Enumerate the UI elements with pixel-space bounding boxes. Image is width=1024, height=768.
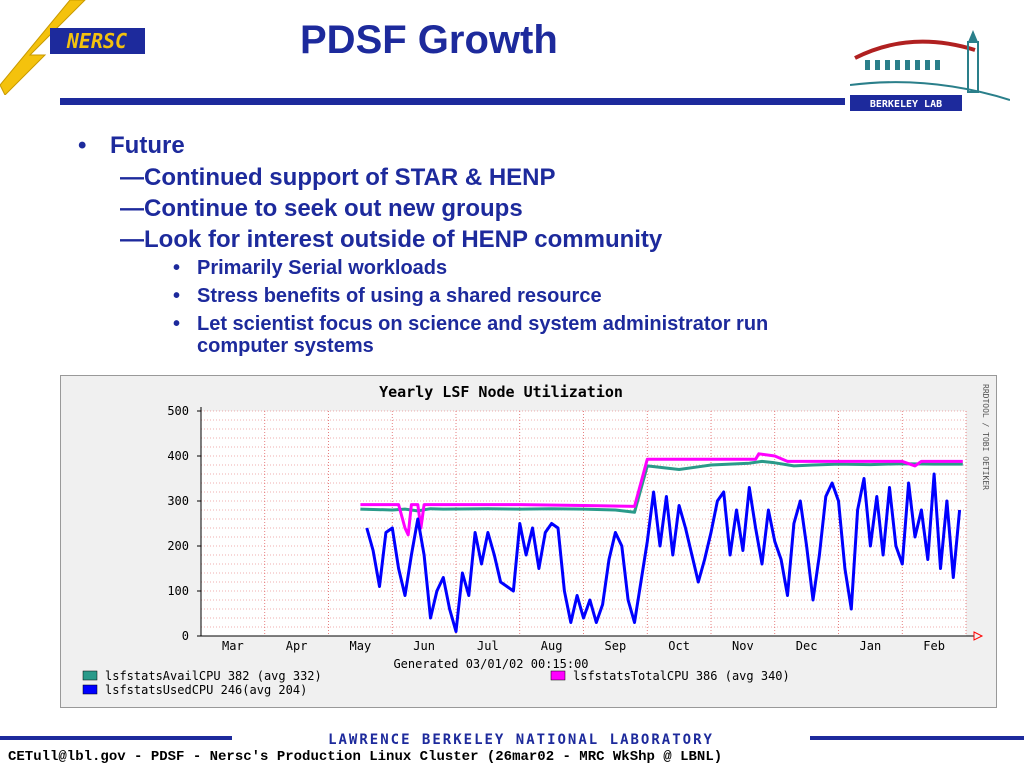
legend-label: lsfstatsTotalCPU 386 (avg 340) bbox=[573, 669, 790, 683]
x-axis: Mar Apr May Jun Jul Aug Sep Oct Nov Dec Jan Feb bbox=[222, 639, 945, 653]
plot-area bbox=[201, 411, 966, 636]
x-tick-label: Feb bbox=[923, 639, 945, 653]
berkeley-lab-logo: BERKELEY LAB bbox=[849, 20, 1011, 112]
rrdtool-credit: RRDTOOL / TOBI OETIKER bbox=[981, 384, 990, 490]
x-tick-label: Sep bbox=[605, 639, 627, 653]
legend: lsfstatsAvailCPU 382 (avg 332) lsfstatsTo… bbox=[82, 669, 790, 697]
series-lines bbox=[360, 452, 963, 633]
sub-bullet: • Stress benefits of using a shared resou… bbox=[173, 285, 602, 307]
y-axis: 0 100 200 300 400 500 bbox=[167, 404, 201, 643]
dash-item: ―Look for interest outside of HENP commu… bbox=[120, 226, 663, 253]
x-tick-label: Aug bbox=[541, 639, 563, 653]
chart-panel: Yearly LSF Node Utilization RRDTOOL / TO… bbox=[60, 375, 997, 708]
bullet-future: • Future bbox=[78, 132, 185, 159]
title-divider bbox=[60, 98, 845, 105]
lsf-utilization-chart: Yearly LSF Node Utilization RRDTOOL / TO… bbox=[82, 383, 990, 697]
sub-bullet: • Let scientist focus on science and syst… bbox=[173, 313, 769, 335]
series-line-lsfstatsTotalCPU bbox=[360, 452, 963, 537]
chart-title: Yearly LSF Node Utilization bbox=[379, 383, 623, 401]
x-tick-label: May bbox=[350, 639, 372, 653]
x-tick-label: Jan bbox=[860, 639, 882, 653]
x-tick-label: Oct bbox=[668, 639, 690, 653]
dash-item-label: Look for interest outside of HENP commun… bbox=[144, 226, 663, 253]
y-tick-label: 400 bbox=[167, 449, 189, 463]
x-axis-arrow bbox=[973, 631, 984, 641]
legend-swatch bbox=[82, 670, 98, 681]
nersc-logo: NERSC bbox=[0, 0, 160, 96]
x-tick-label: Dec bbox=[796, 639, 818, 653]
series-line-lsfstatsUsedCPU bbox=[365, 472, 962, 633]
dash-item: ―Continue to seek out new groups bbox=[120, 195, 523, 222]
legend-label: lsfstatsAvailCPU 382 (avg 332) bbox=[105, 669, 322, 683]
lab-banner-text: LAWRENCE BERKELEY NATIONAL LABORATORY bbox=[328, 732, 714, 746]
y-tick-label: 0 bbox=[182, 629, 189, 643]
x-tick-label: Jun bbox=[413, 639, 435, 653]
y-tick-label: 200 bbox=[167, 539, 189, 553]
footer-text: CETull@lbl.gov - PDSF - Nersc's Producti… bbox=[8, 749, 723, 765]
series-line-lsfstatsAvailCPU bbox=[360, 459, 963, 514]
y-tick-label: 500 bbox=[167, 404, 189, 418]
berkeley-logo-text: BERKELEY LAB bbox=[870, 99, 942, 110]
sub-bullet-label: Let scientist focus on science and syste… bbox=[197, 313, 769, 335]
y-tick-label: 100 bbox=[167, 584, 189, 598]
lab-banner: LAWRENCE BERKELEY NATIONAL LABORATORY bbox=[0, 732, 1024, 748]
sub-bullet: • Primarily Serial workloads bbox=[173, 257, 448, 279]
generated-timestamp: Generated 03/01/02 00:15:00 bbox=[393, 657, 588, 671]
x-tick-label: Nov bbox=[732, 639, 754, 653]
sub-bullet-label: computer systems bbox=[197, 335, 374, 357]
x-tick-label: Mar bbox=[222, 639, 244, 653]
sub-bullet-label: Stress benefits of using a shared resour… bbox=[197, 285, 602, 307]
legend-label: lsfstatsUsedCPU 246(avg 204) bbox=[105, 683, 307, 697]
legend-swatch bbox=[550, 670, 566, 681]
bullet-future-label: Future bbox=[110, 132, 185, 159]
dash-item: ―Continued support of STAR & HENP bbox=[120, 164, 556, 191]
page-title: PDSF Growth bbox=[300, 18, 558, 62]
legend-swatch bbox=[82, 684, 98, 695]
nersc-logo-text: NERSC bbox=[66, 29, 127, 53]
x-tick-label: Apr bbox=[286, 639, 308, 653]
x-tick-label: Jul bbox=[477, 639, 499, 653]
dash-item-label: Continue to seek out new groups bbox=[144, 195, 523, 222]
sub-bullet-label: Primarily Serial workloads bbox=[197, 257, 448, 279]
dash-item-label: Continued support of STAR & HENP bbox=[144, 164, 556, 191]
sub-bullet-continuation: computer systems bbox=[173, 335, 374, 358]
y-tick-label: 300 bbox=[167, 494, 189, 508]
grid bbox=[200, 407, 984, 641]
